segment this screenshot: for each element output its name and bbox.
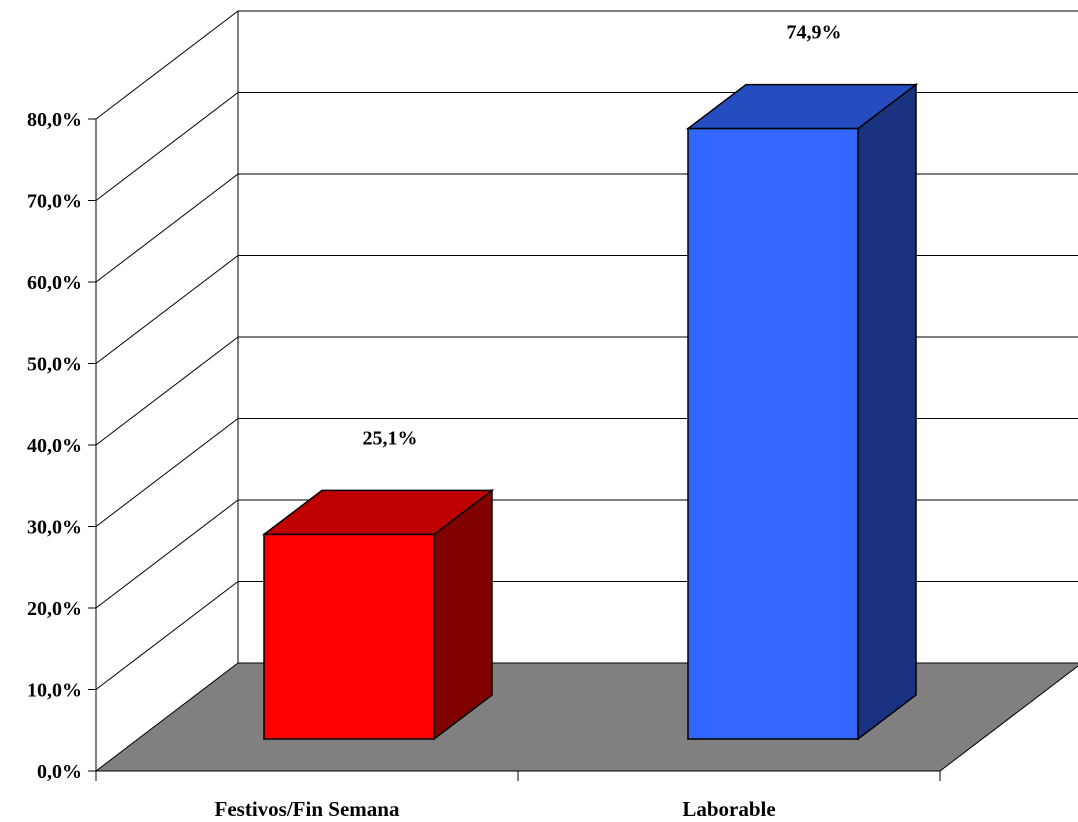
x-tick-label: Festivos/Fin Semana (215, 797, 400, 821)
bar-front (687, 127, 859, 740)
y-tick-label: 40,0% (27, 435, 82, 457)
x-tick-label: Laborable (682, 797, 775, 821)
y-tick-label: 80,0% (27, 109, 82, 131)
y-tick-label: 10,0% (27, 680, 82, 702)
gridline (95, 10, 1078, 120)
gridline (95, 499, 1078, 609)
gridline (95, 173, 1078, 283)
gridline (95, 255, 1078, 364)
bar-side (857, 83, 917, 741)
gridline (95, 418, 1078, 527)
chart-walls (88, 10, 1078, 781)
bar-front (263, 533, 435, 740)
y-tick-label: 20,0% (27, 598, 82, 620)
gridline (95, 336, 1078, 446)
bar-festivos (261, 488, 495, 741)
y-tick-label: 0,0% (37, 761, 82, 783)
bar-laborable (685, 83, 919, 741)
data-label: 74,9% (787, 22, 842, 44)
bars (261, 83, 919, 741)
y-tick-label: 50,0% (27, 354, 82, 376)
y-tick-label: 30,0% (27, 517, 82, 539)
gridline (95, 92, 1078, 201)
y-tick-label: 70,0% (27, 191, 82, 213)
y-tick-label: 60,0% (27, 272, 82, 294)
chart-floor (94, 662, 1078, 772)
labels: 0,0% 10,0% 20,0% 30,0% 40,0% 50,0% 60,0% 70,0% 8… (27, 22, 842, 821)
data-label: 25,1% (363, 427, 418, 449)
